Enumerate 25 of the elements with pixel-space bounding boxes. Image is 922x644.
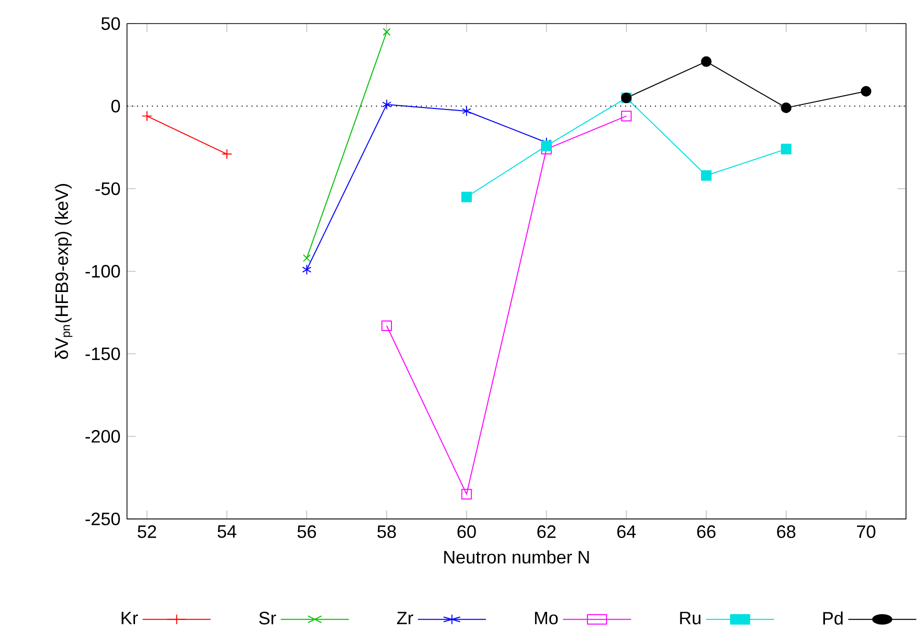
x-tick-label: 66 [697,525,716,538]
x-tick-label: 70 [857,525,876,538]
x-tick-label: 64 [617,525,636,538]
y-tick-label: -50 [96,182,120,196]
x-tick-label: 54 [218,525,236,538]
y-tick-label: 50 [101,17,120,30]
x-tick-label: 62 [537,525,556,538]
y-axis-title: δV$_{pn}$(HFB9-exp) (keV) [54,184,72,359]
y-tick-label: -250 [86,512,120,526]
legend-label: Kr [122,612,138,624]
y-tick-label: -150 [86,348,120,360]
y-tick-label: -200 [86,430,120,443]
y-tick-label: -100 [86,264,120,278]
x-tick-label: 56 [298,525,316,538]
x-axis-title: Neutron number N [444,550,589,564]
legend-label: Ru [680,612,700,624]
x-tick-label: 58 [377,525,396,538]
y-tick-label: 0 [111,100,120,113]
x-tick-label: 68 [777,525,796,538]
legend-label: Zr [397,612,414,624]
x-tick-label: 52 [138,525,156,538]
legend-label: Sr [259,612,276,624]
legend-label: Pd [823,612,843,625]
x-tick-label: 60 [458,525,476,538]
legend-label: Mo [535,612,558,624]
